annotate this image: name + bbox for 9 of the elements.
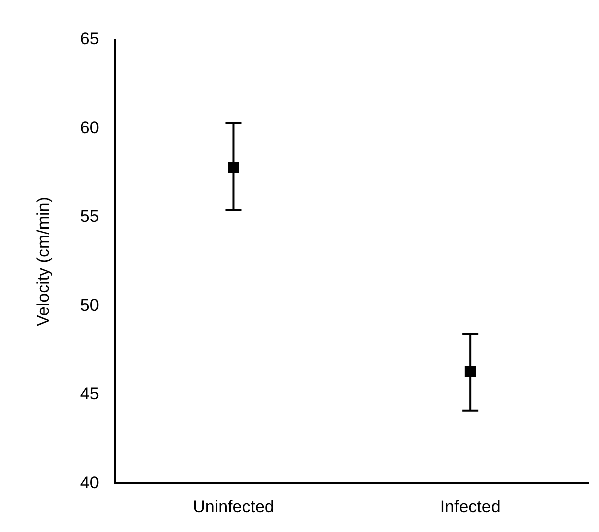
y-tick-label: 60	[80, 118, 100, 138]
x-tick-label: Uninfected	[193, 497, 274, 516]
y-tick-label: 40	[80, 473, 100, 492]
y-tick-label: 65	[80, 30, 100, 49]
y-tick-label: 50	[80, 296, 100, 315]
y-tick-label: 45	[80, 384, 100, 404]
y-tick-label: 55	[80, 207, 100, 226]
x-tick-label: Infected	[440, 497, 501, 516]
y-axis-title: Velocity (cm/min)	[34, 197, 53, 327]
